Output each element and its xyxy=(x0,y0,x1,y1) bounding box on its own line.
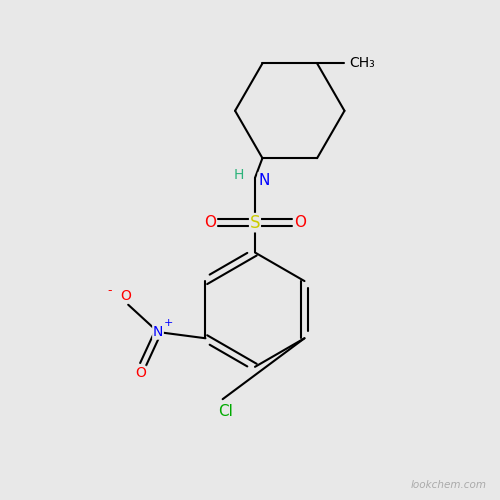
Text: Cl: Cl xyxy=(218,404,232,419)
Text: CH₃: CH₃ xyxy=(349,56,375,70)
Text: N: N xyxy=(258,173,270,188)
Text: H: H xyxy=(234,168,244,182)
Text: O: O xyxy=(135,366,146,380)
Text: N: N xyxy=(153,325,163,339)
Text: -: - xyxy=(107,284,112,298)
Text: O: O xyxy=(120,288,131,302)
Text: S: S xyxy=(250,214,260,232)
Text: O: O xyxy=(204,215,216,230)
Text: O: O xyxy=(294,215,306,230)
Text: +: + xyxy=(164,318,173,328)
Text: lookchem.com: lookchem.com xyxy=(410,480,486,490)
